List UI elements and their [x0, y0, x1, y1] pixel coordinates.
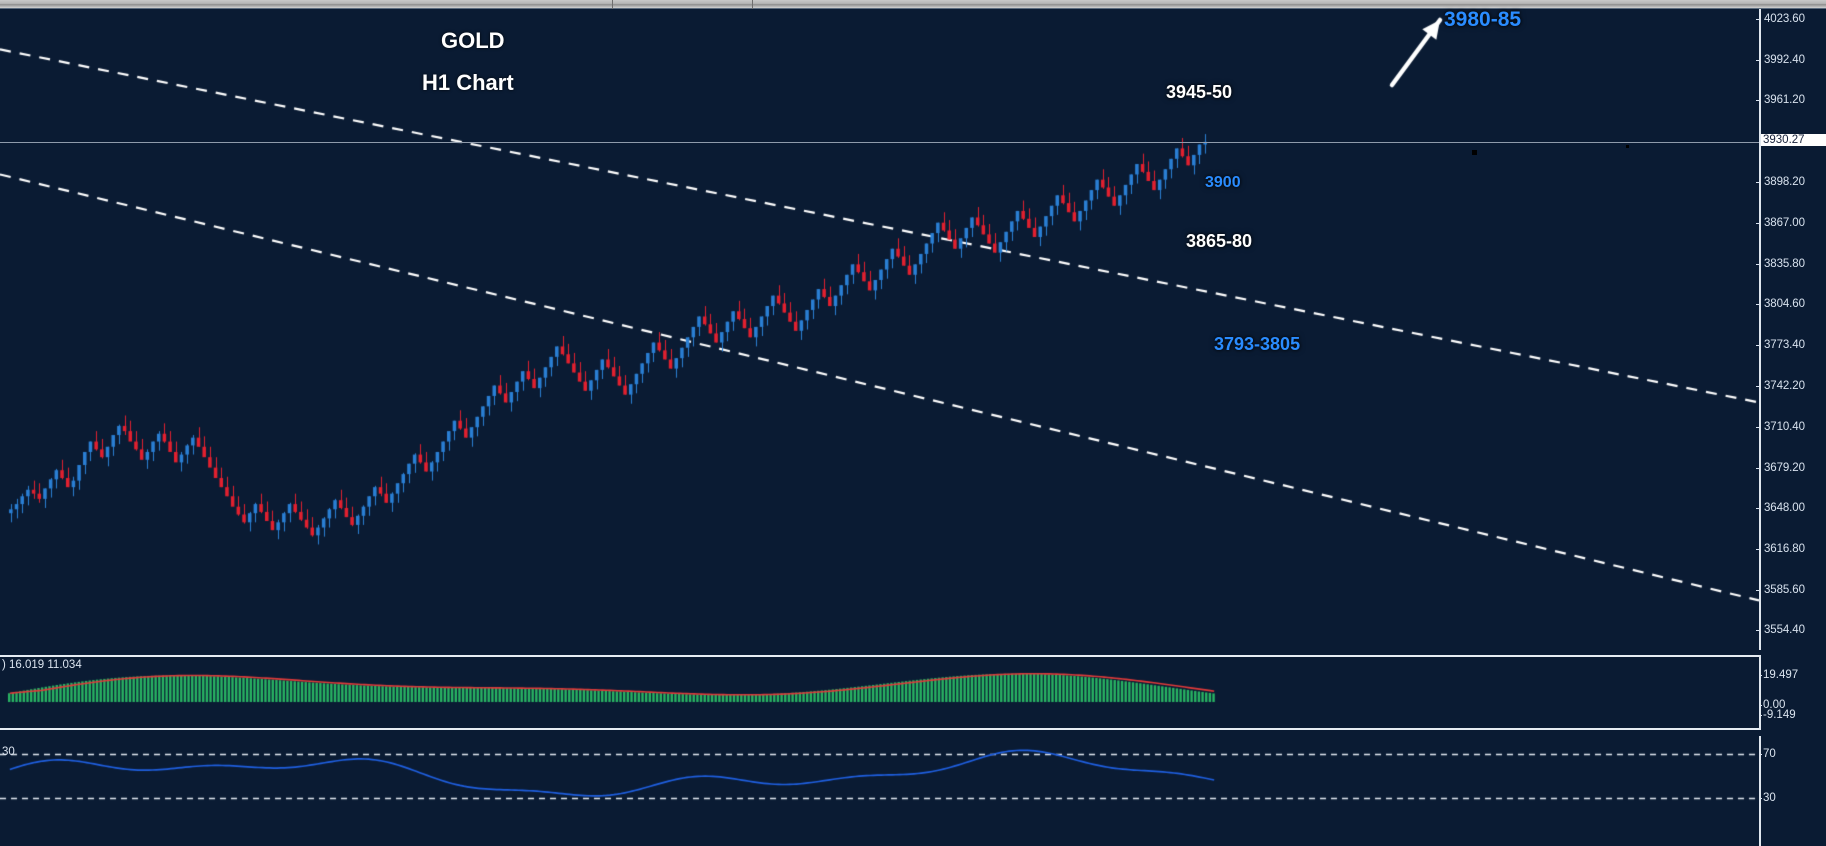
rsi-indicator-pane[interactable]: 30	[0, 736, 1759, 846]
price-tick: 3710.40	[1756, 420, 1805, 433]
price-chart-canvas[interactable]	[0, 9, 1759, 650]
price-tick: 3804.60	[1756, 298, 1805, 311]
price-tick-label: 3867.00	[1764, 216, 1805, 229]
price-tick: 3898.20	[1756, 176, 1805, 189]
price-tick: 3679.20	[1756, 461, 1805, 474]
rsi-level-tick: 30	[1759, 792, 1776, 804]
chart-object-marker[interactable]	[1626, 145, 1629, 148]
price-tick: 3835.80	[1756, 257, 1805, 270]
macd-histogram	[0, 657, 1759, 728]
price-tick: 3554.40	[1756, 624, 1805, 637]
price-tick: 3585.60	[1756, 583, 1805, 596]
price-axis[interactable]: 4023.60 3992.40 3961.20 3898.20 3867.00 3835.…	[1756, 9, 1826, 650]
macd-indicator-pane[interactable]: ) 16.019 11.034	[0, 655, 1759, 730]
price-tick-label: 3742.20	[1764, 379, 1805, 392]
price-tick-label: 3648.00	[1764, 502, 1805, 515]
price-tick: 3616.80	[1756, 542, 1805, 555]
macd-values-label: ) 16.019 11.034	[2, 659, 82, 671]
annotation-target-3980-85[interactable]: 3980-85	[1444, 8, 1522, 31]
rsi-level-label: 30	[2, 746, 15, 758]
price-tick-label: 3585.60	[1764, 583, 1805, 596]
price-tick: 3992.40	[1756, 53, 1805, 66]
macd-axis: 19.497 0.00 -9.149	[1758, 655, 1826, 730]
price-tick: 3867.00	[1756, 216, 1805, 229]
macd-scale-label: 0.00	[1758, 699, 1786, 711]
macd-scale-label: 19.497	[1758, 669, 1799, 681]
price-tick-label: 3898.20	[1764, 176, 1805, 189]
price-tick: 3773.40	[1756, 338, 1805, 351]
price-tick-label: 3616.80	[1764, 542, 1805, 555]
candlestick-plot	[0, 9, 1759, 650]
price-tick: 4023.60	[1756, 12, 1805, 25]
price-tick: 3648.00	[1756, 502, 1805, 515]
price-tick-label: 3804.60	[1764, 298, 1805, 311]
macd-scale-label: -9.149	[1759, 709, 1796, 721]
rsi-line	[0, 736, 1759, 846]
rsi-level-tick: 70	[1759, 748, 1776, 760]
price-tick-label: 3992.40	[1764, 53, 1805, 66]
chart-object-marker[interactable]	[1472, 150, 1477, 155]
price-tick-label: 3961.20	[1764, 94, 1805, 107]
price-tick: 3961.20	[1756, 94, 1805, 107]
price-tick-label: 3835.80	[1764, 257, 1805, 270]
price-tick: 3742.20	[1756, 379, 1805, 392]
annotation-level-3900[interactable]: 3900	[1205, 174, 1241, 191]
chart-symbol-label: GOLD	[441, 28, 505, 53]
current-price-line	[0, 141, 1759, 143]
price-tick-label: 3554.40	[1764, 624, 1805, 637]
platform-toolbar[interactable]	[0, 0, 1826, 9]
current-price-label: 3930.27	[1761, 133, 1826, 146]
price-tick-label: 3773.40	[1764, 338, 1805, 351]
price-tick-label: 3679.20	[1764, 461, 1805, 474]
price-tick-label: 3710.40	[1764, 420, 1805, 433]
annotation-support-3793-3805[interactable]: 3793-3805	[1214, 334, 1301, 354]
rsi-axis: 70 30	[1759, 736, 1826, 846]
price-tick-label: 4023.60	[1764, 12, 1805, 25]
chart-timeframe-label: H1 Chart	[422, 70, 514, 95]
annotation-level-3945-50[interactable]: 3945-50	[1166, 82, 1233, 102]
annotation-level-3865-80[interactable]: 3865-80	[1186, 231, 1253, 251]
